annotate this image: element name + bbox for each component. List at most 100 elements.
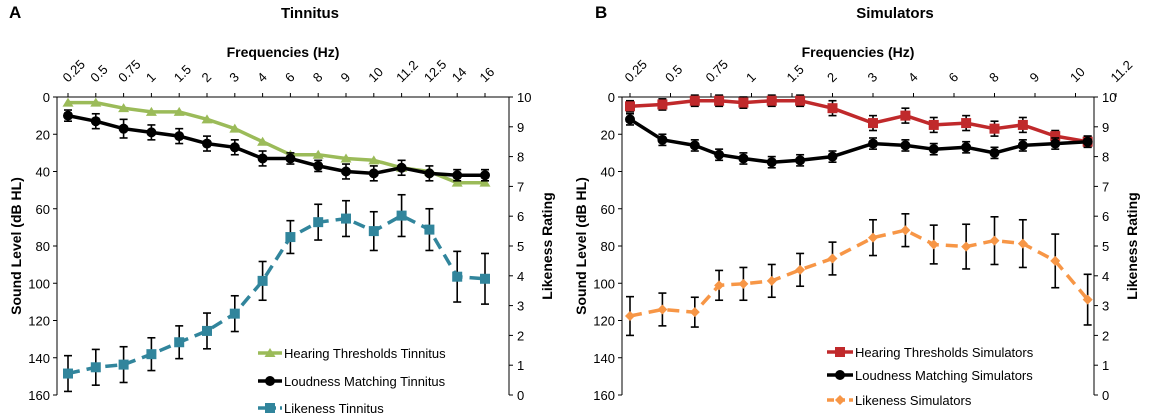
y-tick-label: 100: [28, 276, 50, 291]
data-point: [1017, 238, 1028, 249]
x-tick-label: 8: [310, 69, 326, 85]
data-point: [689, 95, 700, 106]
data-point: [368, 226, 379, 237]
data-point: [229, 142, 240, 153]
x-tick-label: 16: [477, 64, 498, 85]
data-point: [424, 224, 435, 235]
data-point: [657, 304, 668, 315]
x-tick-label: 4: [905, 69, 921, 85]
legend-label: Loudness Matching Tinnitus: [284, 374, 446, 389]
data-point: [202, 325, 212, 336]
y-tick-label: 0: [608, 90, 615, 105]
data-point: [766, 157, 777, 168]
data-point: [452, 170, 463, 181]
data-point: [145, 106, 157, 116]
data-point: [480, 170, 490, 181]
legend-label: Likeness Tinnitus: [284, 401, 384, 416]
data-point: [827, 151, 838, 162]
data-point: [989, 123, 1000, 134]
data-point: [118, 103, 130, 113]
legend-label: Hearing Thresholds Tinnitus: [284, 346, 446, 361]
x-tick-label: 12.5: [421, 57, 450, 86]
x-tick-label: 0.5: [662, 62, 685, 85]
series-line: [629, 117, 1088, 164]
series-hearing-thresholds-simulators: [625, 94, 1093, 149]
series-loudness-matching-tinnitus: [63, 109, 490, 182]
data-point: [714, 149, 725, 160]
data-point: [396, 162, 407, 173]
data-point: [479, 177, 491, 187]
x-tick-label: 0.75: [115, 57, 144, 86]
data-point: [146, 127, 157, 138]
data-point: [738, 278, 749, 289]
x-tick-label: 8: [986, 69, 1002, 85]
y-tick-label: 160: [593, 388, 615, 403]
data-point: [1017, 119, 1028, 130]
y-tick-label: 0: [43, 90, 50, 105]
y2-tick-label: 1: [1102, 358, 1109, 373]
data-point: [257, 136, 269, 146]
series-likeness-tinnitus: [63, 193, 490, 393]
legend-label: Loudness Matching Simulators: [855, 368, 1033, 383]
y2-tick-label: 2: [517, 328, 524, 343]
data-point: [766, 275, 777, 286]
y-tick-label: 40: [601, 165, 615, 180]
data-point: [285, 153, 296, 164]
y-tick-label: 60: [36, 202, 50, 217]
legend-marker: [264, 348, 276, 357]
y-tick-label: 120: [28, 314, 50, 329]
series-loudness-matching-simulators: [625, 112, 1093, 169]
chart-title: Tinnitus: [281, 5, 339, 22]
y2-tick-label: 10: [517, 90, 531, 105]
data-point: [795, 155, 806, 166]
data-point: [285, 232, 296, 243]
y2-tick-label: 6: [1102, 209, 1109, 224]
data-point: [738, 97, 749, 108]
legend-label: Hearing Thresholds Simulators: [855, 345, 1034, 360]
y2-tick-label: 7: [517, 179, 524, 194]
data-point: [1050, 131, 1061, 142]
data-point: [340, 153, 352, 163]
legend-label: Likeness Simulators: [855, 393, 972, 408]
legend-item: Hearing Thresholds Tinnitus: [258, 346, 446, 361]
y-tick-label: 120: [593, 314, 615, 329]
y2-axis-title: Likeness Rating: [1124, 192, 1140, 299]
data-point: [827, 103, 838, 114]
data-point: [90, 97, 102, 107]
data-point: [989, 147, 1000, 158]
panel-label: B: [595, 3, 607, 22]
legend-item: Likeness Simulators: [827, 393, 972, 408]
x-tick-label: 1.5: [784, 62, 807, 85]
data-point: [1082, 294, 1093, 305]
y2-tick-label: 10: [1102, 90, 1116, 105]
x-tick-label: 0.5: [87, 62, 110, 85]
data-point: [900, 140, 911, 151]
y-tick-label: 80: [36, 239, 50, 254]
data-point: [341, 213, 351, 224]
data-point: [90, 116, 101, 127]
data-point: [257, 153, 268, 164]
data-point: [795, 264, 806, 275]
y2-tick-label: 0: [1102, 388, 1109, 403]
y-tick-label: 100: [593, 276, 615, 291]
data-point: [173, 106, 185, 116]
data-point: [174, 337, 185, 348]
legend-item: Likeness Tinnitus: [258, 401, 384, 416]
data-point: [989, 235, 1000, 246]
legend-marker: [265, 376, 275, 386]
x-tick-label: 9: [1027, 69, 1043, 85]
data-point: [714, 280, 725, 291]
data-point: [714, 95, 725, 106]
y2-tick-label: 5: [1102, 239, 1109, 254]
y2-tick-label: 9: [1102, 120, 1109, 135]
data-point: [961, 142, 972, 153]
y2-tick-label: 0: [517, 388, 524, 403]
legend-marker: [835, 395, 845, 405]
y2-tick-label: 8: [1102, 150, 1109, 165]
data-point: [689, 140, 700, 151]
y-axis-title: Sound Level (dB HL): [573, 177, 589, 315]
data-point: [424, 168, 435, 179]
data-point: [689, 307, 700, 318]
